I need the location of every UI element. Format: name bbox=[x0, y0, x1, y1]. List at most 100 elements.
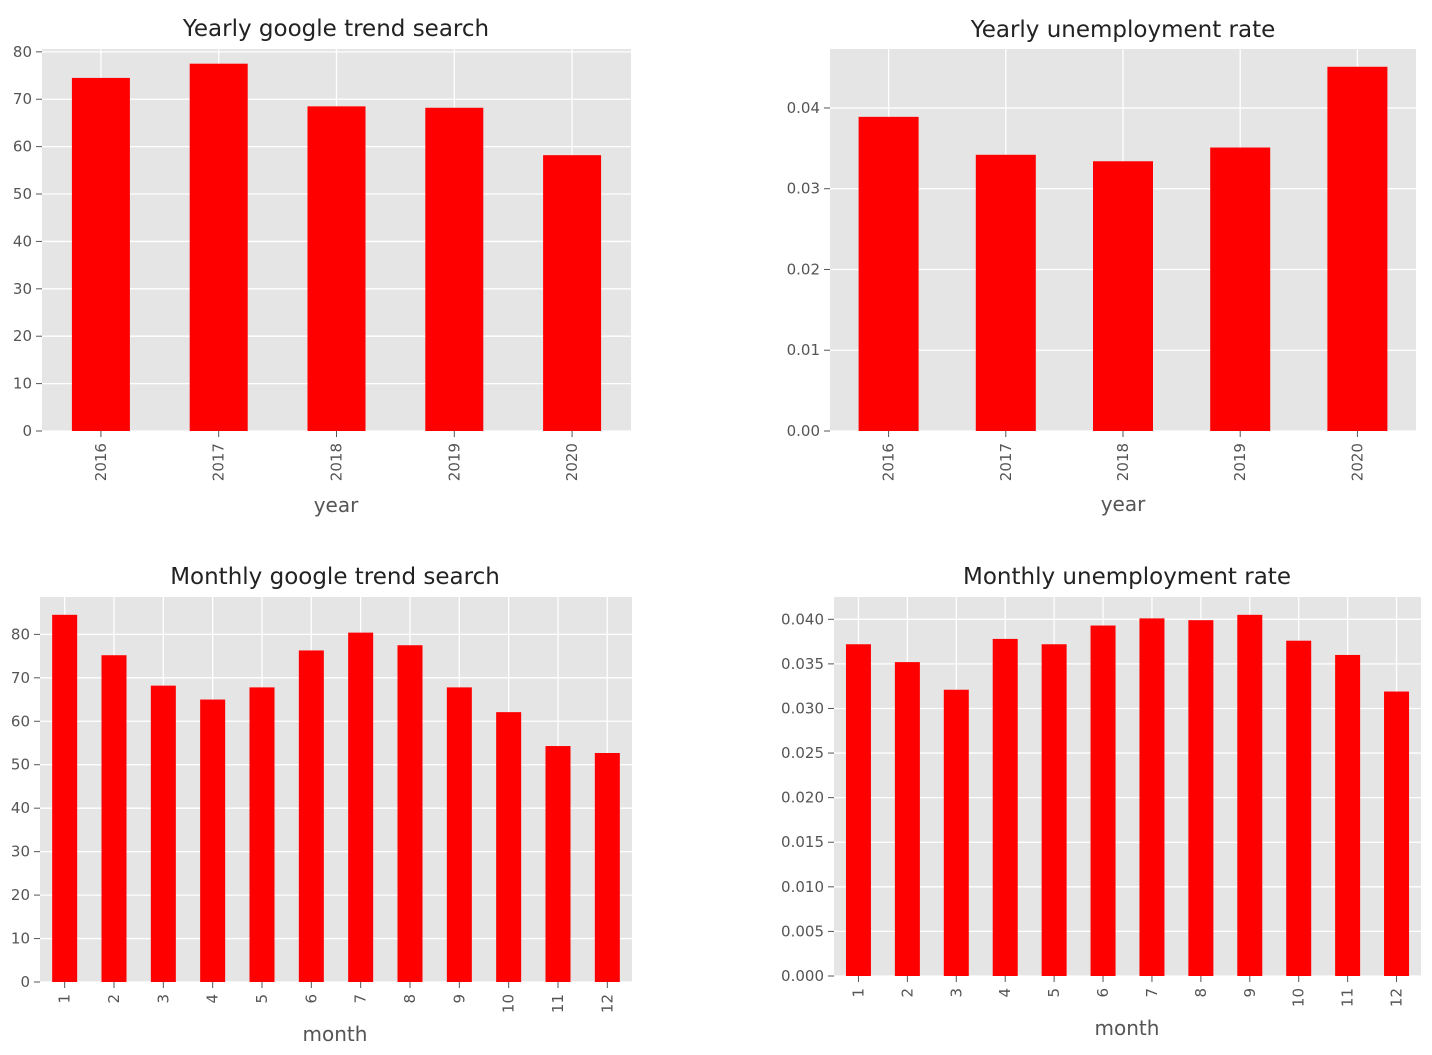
x-tick-label: 6 bbox=[1094, 988, 1112, 998]
x-axis-label: year bbox=[1101, 492, 1146, 516]
chart-title: Monthly unemployment rate bbox=[963, 564, 1291, 590]
bar-4 bbox=[200, 699, 226, 982]
x-tick-label: 8 bbox=[401, 994, 419, 1004]
y-tick-label: 0.020 bbox=[781, 789, 824, 807]
bar-1 bbox=[52, 614, 78, 982]
bar-2017 bbox=[975, 154, 1036, 431]
bar-2018 bbox=[307, 106, 366, 431]
y-tick-label: 0 bbox=[22, 422, 32, 440]
y-tick-label: 40 bbox=[11, 799, 30, 817]
chart-title: Yearly unemployment rate bbox=[970, 17, 1276, 43]
x-tick-label: 2 bbox=[898, 988, 916, 998]
bar-9 bbox=[446, 687, 472, 982]
x-tick-label: 1 bbox=[849, 988, 867, 998]
bar-2017 bbox=[189, 63, 248, 431]
bar-2019 bbox=[1210, 147, 1271, 431]
y-tick-label: 10 bbox=[11, 930, 30, 948]
x-tick-label: 2018 bbox=[1114, 443, 1132, 481]
y-tick-label: 0.02 bbox=[787, 260, 820, 278]
x-axis-label: month bbox=[303, 1022, 368, 1046]
x-tick-label: 11 bbox=[549, 994, 567, 1013]
y-tick-label: 80 bbox=[13, 43, 32, 61]
y-tick-label: 0.015 bbox=[781, 833, 824, 851]
bar-5 bbox=[1041, 644, 1067, 976]
x-tick-label: 2018 bbox=[328, 443, 346, 481]
x-tick-label: 4 bbox=[204, 994, 222, 1004]
y-tick-label: 20 bbox=[13, 327, 32, 345]
x-tick-label: 2020 bbox=[1348, 443, 1366, 481]
x-tick-label: 2020 bbox=[563, 443, 581, 481]
x-tick-label: 2019 bbox=[445, 443, 463, 481]
y-tick-label: 80 bbox=[11, 625, 30, 643]
chart-yearly-unemployment: Yearly unemployment rate year 0.00 0.01 0.… bbox=[787, 17, 1416, 516]
bar-7 bbox=[1139, 618, 1165, 976]
y-tick-label: 0.00 bbox=[787, 422, 820, 440]
x-tick-label: 5 bbox=[1045, 988, 1063, 998]
bar-2019 bbox=[425, 107, 484, 432]
bar-11 bbox=[545, 746, 571, 982]
y-tick-label: 0.04 bbox=[787, 99, 820, 117]
x-tick-label: 2016 bbox=[880, 443, 898, 481]
x-tick-label: 12 bbox=[598, 994, 616, 1013]
bar-4 bbox=[992, 638, 1018, 976]
bar-8 bbox=[397, 645, 423, 982]
chart-monthly-unemployment: Monthly unemployment rate month 0.000 0.0… bbox=[781, 564, 1421, 1040]
y-tick-label: 0.01 bbox=[787, 341, 820, 359]
bar-10 bbox=[496, 712, 522, 982]
y-tick-label: 70 bbox=[13, 90, 32, 108]
chart-title: Monthly google trend search bbox=[170, 564, 500, 590]
bar-8 bbox=[1188, 620, 1214, 976]
bar-3 bbox=[150, 685, 176, 982]
y-tick-label: 0.005 bbox=[781, 922, 824, 940]
x-tick-label: 2019 bbox=[1231, 443, 1249, 481]
y-tick-label: 0.040 bbox=[781, 610, 824, 628]
bar-2020 bbox=[543, 155, 602, 432]
x-tick-label: 12 bbox=[1388, 988, 1406, 1007]
y-tick-label: 0.025 bbox=[781, 744, 824, 762]
bar-2016 bbox=[71, 77, 130, 431]
y-tick-label: 0.03 bbox=[787, 180, 820, 198]
plot-area bbox=[40, 597, 632, 982]
bar-2018 bbox=[1093, 161, 1153, 431]
bar-2016 bbox=[858, 116, 919, 431]
y-tick-label: 50 bbox=[13, 185, 32, 203]
bar-7 bbox=[348, 632, 374, 982]
x-tick-label: 9 bbox=[450, 994, 468, 1004]
x-tick-label: 10 bbox=[500, 994, 518, 1013]
x-axis-label: year bbox=[314, 493, 359, 517]
x-tick-label: 1 bbox=[56, 994, 74, 1004]
x-tick-label: 11 bbox=[1339, 988, 1357, 1007]
y-tick-label: 20 bbox=[11, 886, 30, 904]
x-tick-label: 2017 bbox=[210, 443, 228, 481]
x-tick-label: 10 bbox=[1290, 988, 1308, 1007]
x-tick-label: 5 bbox=[253, 994, 271, 1004]
x-tick-label: 7 bbox=[1143, 988, 1161, 998]
plot-area bbox=[834, 597, 1421, 976]
y-tick-label: 50 bbox=[11, 756, 30, 774]
x-axis-label: month bbox=[1095, 1016, 1160, 1040]
y-tick-label: 10 bbox=[13, 375, 32, 393]
x-tick-label: 2016 bbox=[92, 443, 110, 481]
x-tick-label: 3 bbox=[154, 994, 172, 1004]
y-tick-label: 30 bbox=[11, 843, 30, 861]
bar-6 bbox=[298, 650, 324, 982]
bar-3 bbox=[943, 689, 969, 976]
y-tick-label: 0 bbox=[20, 973, 30, 991]
x-tick-label: 2 bbox=[105, 994, 123, 1004]
y-tick-label: 60 bbox=[11, 712, 30, 730]
y-tick-label: 40 bbox=[13, 232, 32, 250]
y-tick-label: 70 bbox=[11, 669, 30, 687]
chart-yearly-google-trend: Yearly google trend search year 0 10 20 30 4… bbox=[13, 16, 631, 517]
bar-1 bbox=[845, 644, 871, 976]
x-tick-label: 3 bbox=[947, 988, 965, 998]
bar-2 bbox=[894, 662, 920, 976]
bar-10 bbox=[1286, 640, 1312, 976]
chart-monthly-google-trend: Monthly google trend search month 0 10 20 3… bbox=[11, 564, 632, 1046]
bar-9 bbox=[1237, 614, 1263, 976]
y-tick-label: 30 bbox=[13, 280, 32, 298]
bar-12 bbox=[1384, 691, 1410, 976]
y-tick-label: 0.000 bbox=[781, 967, 824, 985]
y-tick-label: 0.035 bbox=[781, 655, 824, 673]
y-tick-label: 0.010 bbox=[781, 878, 824, 896]
